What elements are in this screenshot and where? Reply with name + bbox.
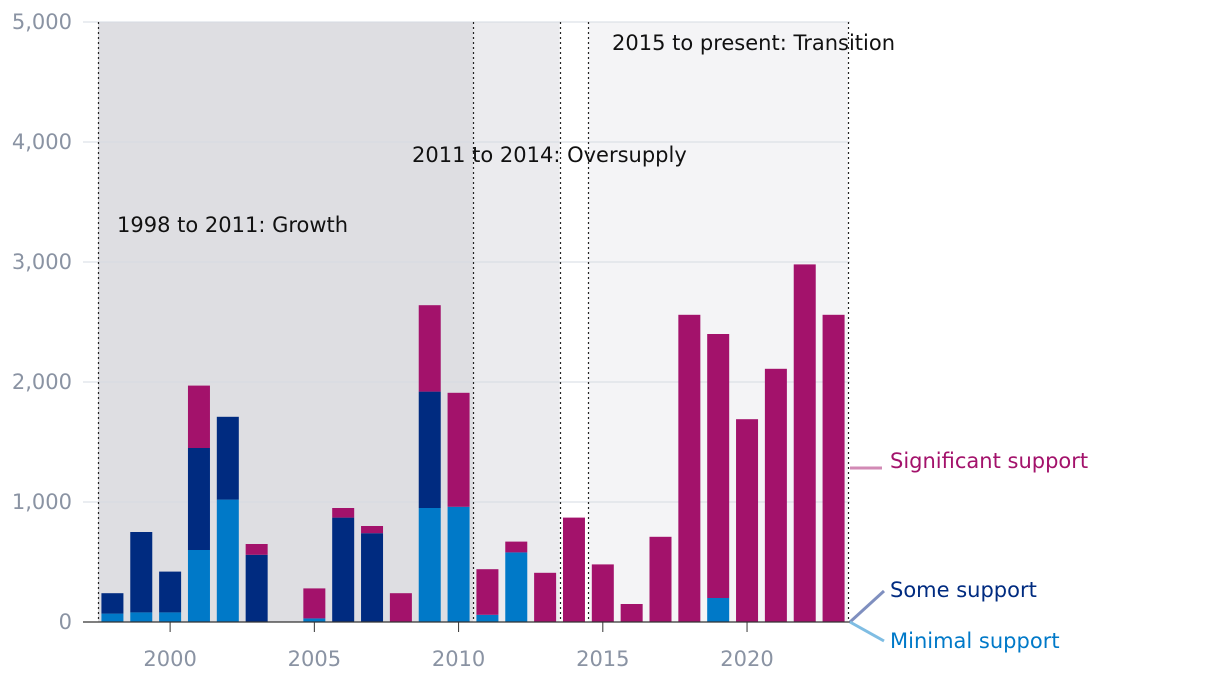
x-tick-label: 2015 <box>576 647 629 671</box>
x-tick-label: 2000 <box>143 647 196 671</box>
bar-segment <box>620 604 643 622</box>
bar-segment <box>101 613 124 622</box>
x-tick-label: 2010 <box>432 647 485 671</box>
bar-segment <box>707 334 730 598</box>
bar-segment <box>101 593 124 614</box>
bar-segment <box>447 392 470 507</box>
period-shade <box>98 22 473 622</box>
bar-segment <box>418 391 441 508</box>
bar-segment <box>678 314 701 622</box>
bar-segment <box>159 571 182 613</box>
bar-segment <box>505 552 528 622</box>
bar-segment <box>476 614 499 622</box>
y-tick-label: 1,000 <box>12 490 72 514</box>
bar-segment <box>187 550 210 622</box>
bar-segment <box>649 536 672 622</box>
bar-segment <box>389 593 412 622</box>
y-tick-label: 4,000 <box>12 130 72 154</box>
bar-segment <box>793 264 816 622</box>
bar-segment <box>245 544 268 555</box>
bar-segment <box>822 314 845 622</box>
legend-label: Some support <box>890 578 1037 602</box>
legend-connector <box>849 620 885 643</box>
x-tick-label: 2020 <box>720 647 773 671</box>
bar-segment <box>303 618 326 622</box>
y-tick-label: 5,000 <box>12 10 72 34</box>
bar-segment <box>130 612 153 622</box>
bar-segment <box>505 541 528 553</box>
bar-segment <box>303 588 326 619</box>
legend-label: Minimal support <box>890 629 1060 653</box>
y-tick-label: 2,000 <box>12 370 72 394</box>
bar-segment <box>332 517 355 622</box>
legend-connector <box>848 589 886 624</box>
period-label: 2011 to 2014: Oversupply <box>412 143 687 167</box>
bar-segment <box>130 532 153 613</box>
bar-segment <box>332 508 355 518</box>
y-tick-label: 3,000 <box>12 250 72 274</box>
bar-segment <box>216 416 239 500</box>
bar-segment <box>361 533 384 622</box>
x-tick-label: 2005 <box>288 647 341 671</box>
bar-segment <box>216 499 239 622</box>
bar-segment <box>447 506 470 622</box>
bar-segment <box>159 612 182 622</box>
bar-segment <box>736 419 759 622</box>
bar-segment <box>187 448 210 550</box>
period-label: 1998 to 2011: Growth <box>117 213 348 237</box>
bar-segment <box>187 385 210 448</box>
period-label: 2015 to present: Transition <box>612 31 895 55</box>
bar-segment <box>418 508 441 622</box>
bar-segment <box>361 526 384 534</box>
bar-segment <box>764 368 787 622</box>
legend-label: Significant support <box>890 449 1088 473</box>
bar-segment <box>418 305 441 392</box>
bar-segment <box>245 554 268 622</box>
bar-segment <box>562 517 585 622</box>
bar-segment <box>591 564 614 622</box>
bar-segment <box>707 598 730 622</box>
y-tick-label: 0 <box>59 610 72 634</box>
bar-segment <box>534 572 557 622</box>
bar-segment <box>476 569 499 615</box>
period-shade <box>473 22 560 622</box>
